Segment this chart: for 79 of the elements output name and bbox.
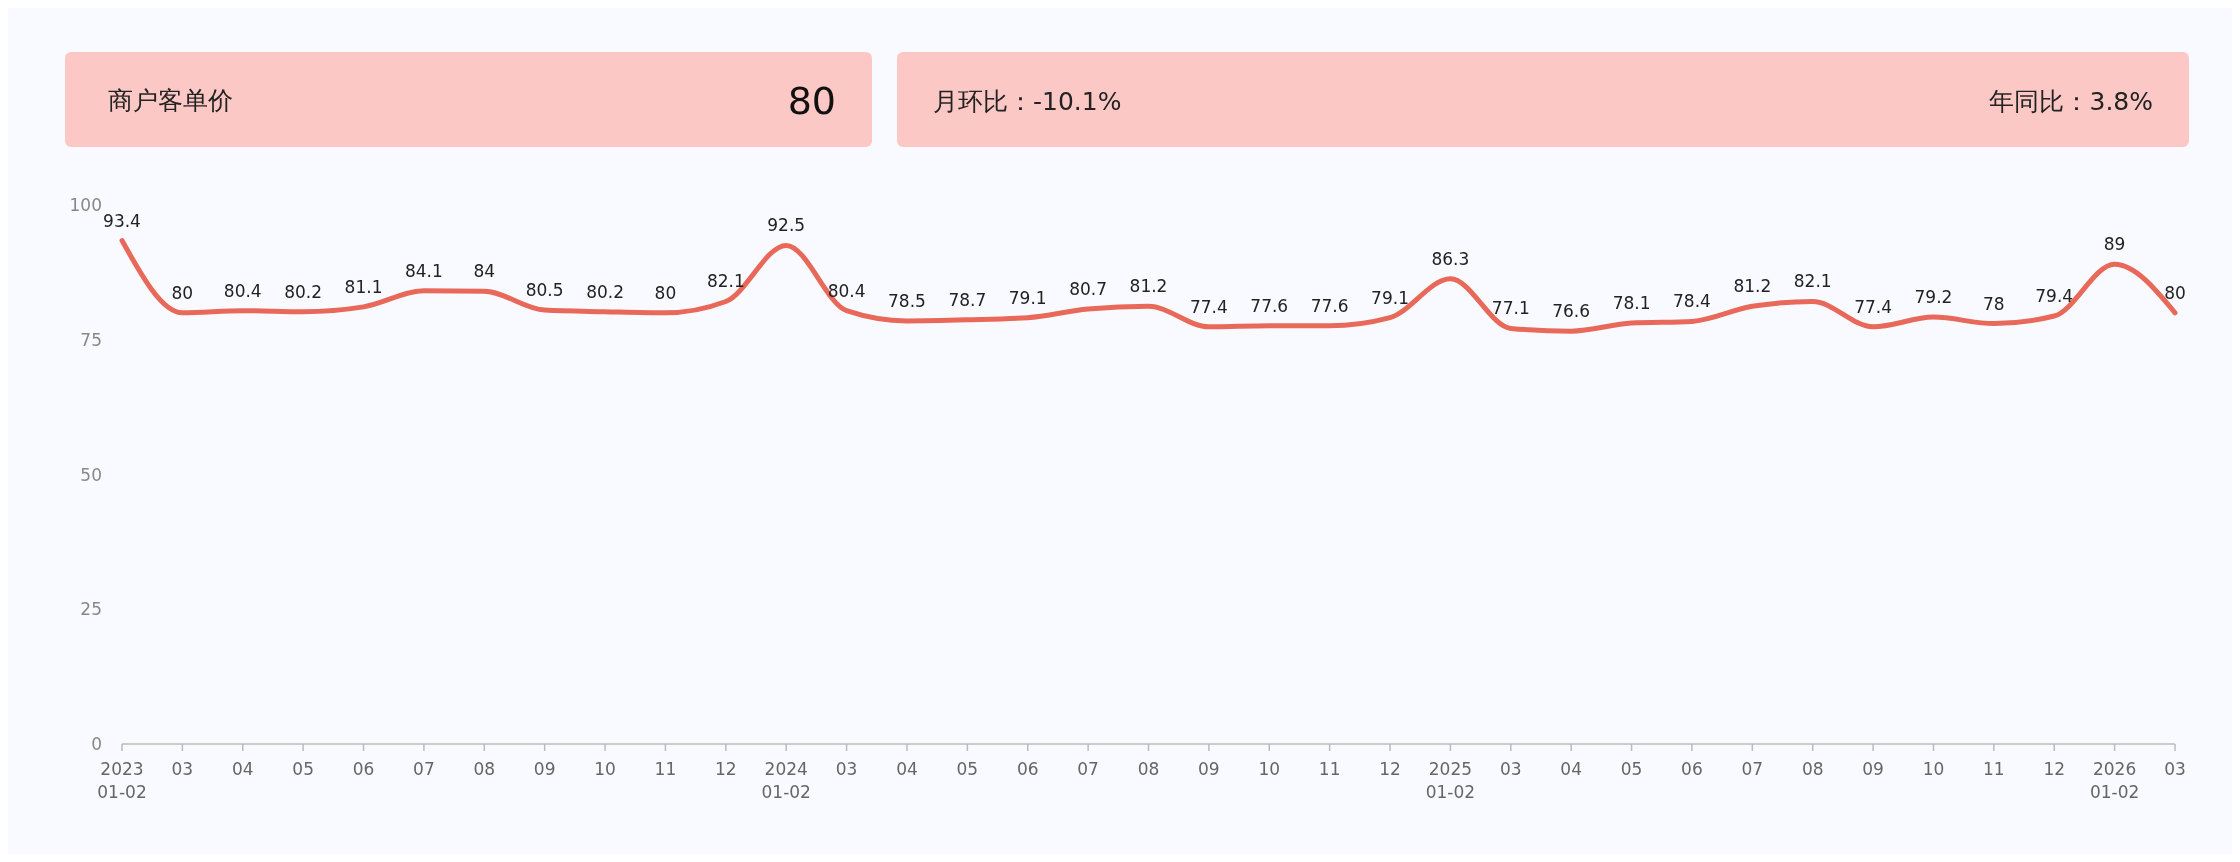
data-label: 89: [2103, 234, 2126, 255]
data-label: 79.1: [1371, 287, 1409, 308]
data-label: 76.6: [1552, 301, 1591, 322]
x-tick-label: 12: [2043, 759, 2066, 779]
text: 年同比：3.8%: [1989, 87, 2153, 116]
data-label: 78.7: [948, 289, 987, 310]
x-tick-label: 03: [171, 759, 194, 779]
x-tick-label: 05: [1620, 759, 1643, 779]
y-tick-label: 50: [80, 464, 102, 485]
x-tick-label: 09: [533, 759, 556, 779]
data-label: 81.1: [344, 276, 383, 297]
x-tick-label: 07: [1077, 759, 1099, 779]
data-label: 78.4: [1673, 291, 1711, 312]
x-tick-label: 09: [1862, 759, 1884, 779]
y-tick-label: 75: [80, 329, 102, 350]
x-tick-label: 09: [1198, 759, 1220, 779]
data-label: 92.5: [767, 215, 806, 236]
x-tick-label: 05: [292, 759, 314, 779]
data-label: 86.3: [1431, 248, 1470, 269]
x-tick-label: 11: [654, 759, 677, 779]
x-tick-label: 08: [473, 759, 496, 779]
y-tick-label: 25: [80, 599, 102, 620]
x-tick-label: 06: [352, 759, 375, 779]
x-tick-label: 07: [1741, 759, 1764, 779]
x-tick-label: 04: [1560, 759, 1582, 779]
x-tick-label: 12: [1379, 759, 1401, 779]
data-label: 81.2: [1129, 276, 1168, 297]
x-tick-label: 06: [1016, 759, 1039, 779]
data-label: 80.2: [586, 281, 624, 302]
data-label: 80.5: [525, 280, 564, 301]
data-label: 82.1: [1793, 271, 1832, 292]
x-tick-label: 2024 01-02: [761, 759, 811, 802]
x-tick-label: 08: [1137, 759, 1160, 779]
x-tick-label: 2026 01-02: [2089, 759, 2140, 802]
data-label: 79.4: [2035, 286, 2074, 307]
x-tick-label: 04: [896, 759, 918, 779]
x-tick-label: 2023 01-02: [97, 759, 147, 802]
data-label: 82.1: [706, 271, 745, 292]
x-tick-label: 07: [413, 759, 435, 779]
data-label: 77.4: [1189, 296, 1228, 317]
data-label: 80: [2164, 282, 2186, 303]
x-tick-label: 12: [715, 759, 737, 779]
data-label: 78.1: [1612, 293, 1651, 314]
text: 80: [787, 79, 836, 123]
y-tick-label: 100: [69, 195, 102, 215]
data-label: 80.7: [1069, 279, 1108, 300]
data-label: 80.4: [827, 280, 866, 301]
x-tick-label: 08: [1801, 759, 1824, 779]
data-label: 84.1: [404, 260, 443, 281]
chart-title: 商户客单价: [108, 86, 233, 115]
data-label: 77.4: [1854, 296, 1893, 317]
x-tick-label: 03: [835, 759, 858, 779]
data-label: 84: [473, 261, 496, 282]
x-tick-label: 10: [1258, 759, 1281, 779]
x-tick-label: 06: [1681, 759, 1703, 779]
data-label: 93.4: [103, 210, 141, 231]
data-label: 80.2: [284, 281, 323, 302]
y-tick-label: 0: [91, 734, 102, 754]
data-label: 80: [654, 282, 677, 303]
data-label: 78: [1983, 293, 2005, 314]
data-label: 77.1: [1491, 298, 1530, 319]
x-tick-label: 10: [1922, 759, 1945, 779]
x-tick-label: 11: [1983, 759, 2005, 779]
x-tick-label: 10: [594, 759, 616, 779]
data-label: 79.2: [1914, 287, 1953, 308]
data-label: 80.4: [223, 280, 262, 301]
data-label: 80: [171, 282, 194, 303]
data-label: 79.1: [1008, 287, 1047, 308]
x-tick-label: 05: [956, 759, 979, 779]
x-tick-label: 2025 01-02: [1425, 759, 1476, 802]
data-label: 77.6: [1250, 295, 1289, 316]
data-label: 78.5: [888, 290, 926, 311]
x-tick-label: 03: [1499, 759, 1522, 779]
x-tick-label: 11: [1318, 759, 1341, 779]
x-tick-label: 03: [2164, 759, 2186, 779]
data-label: 81.2: [1733, 276, 1772, 297]
data-label: 77.6: [1310, 295, 1349, 316]
x-tick-label: 04: [231, 759, 254, 779]
text: 月环比：-10.1%: [933, 87, 1122, 116]
